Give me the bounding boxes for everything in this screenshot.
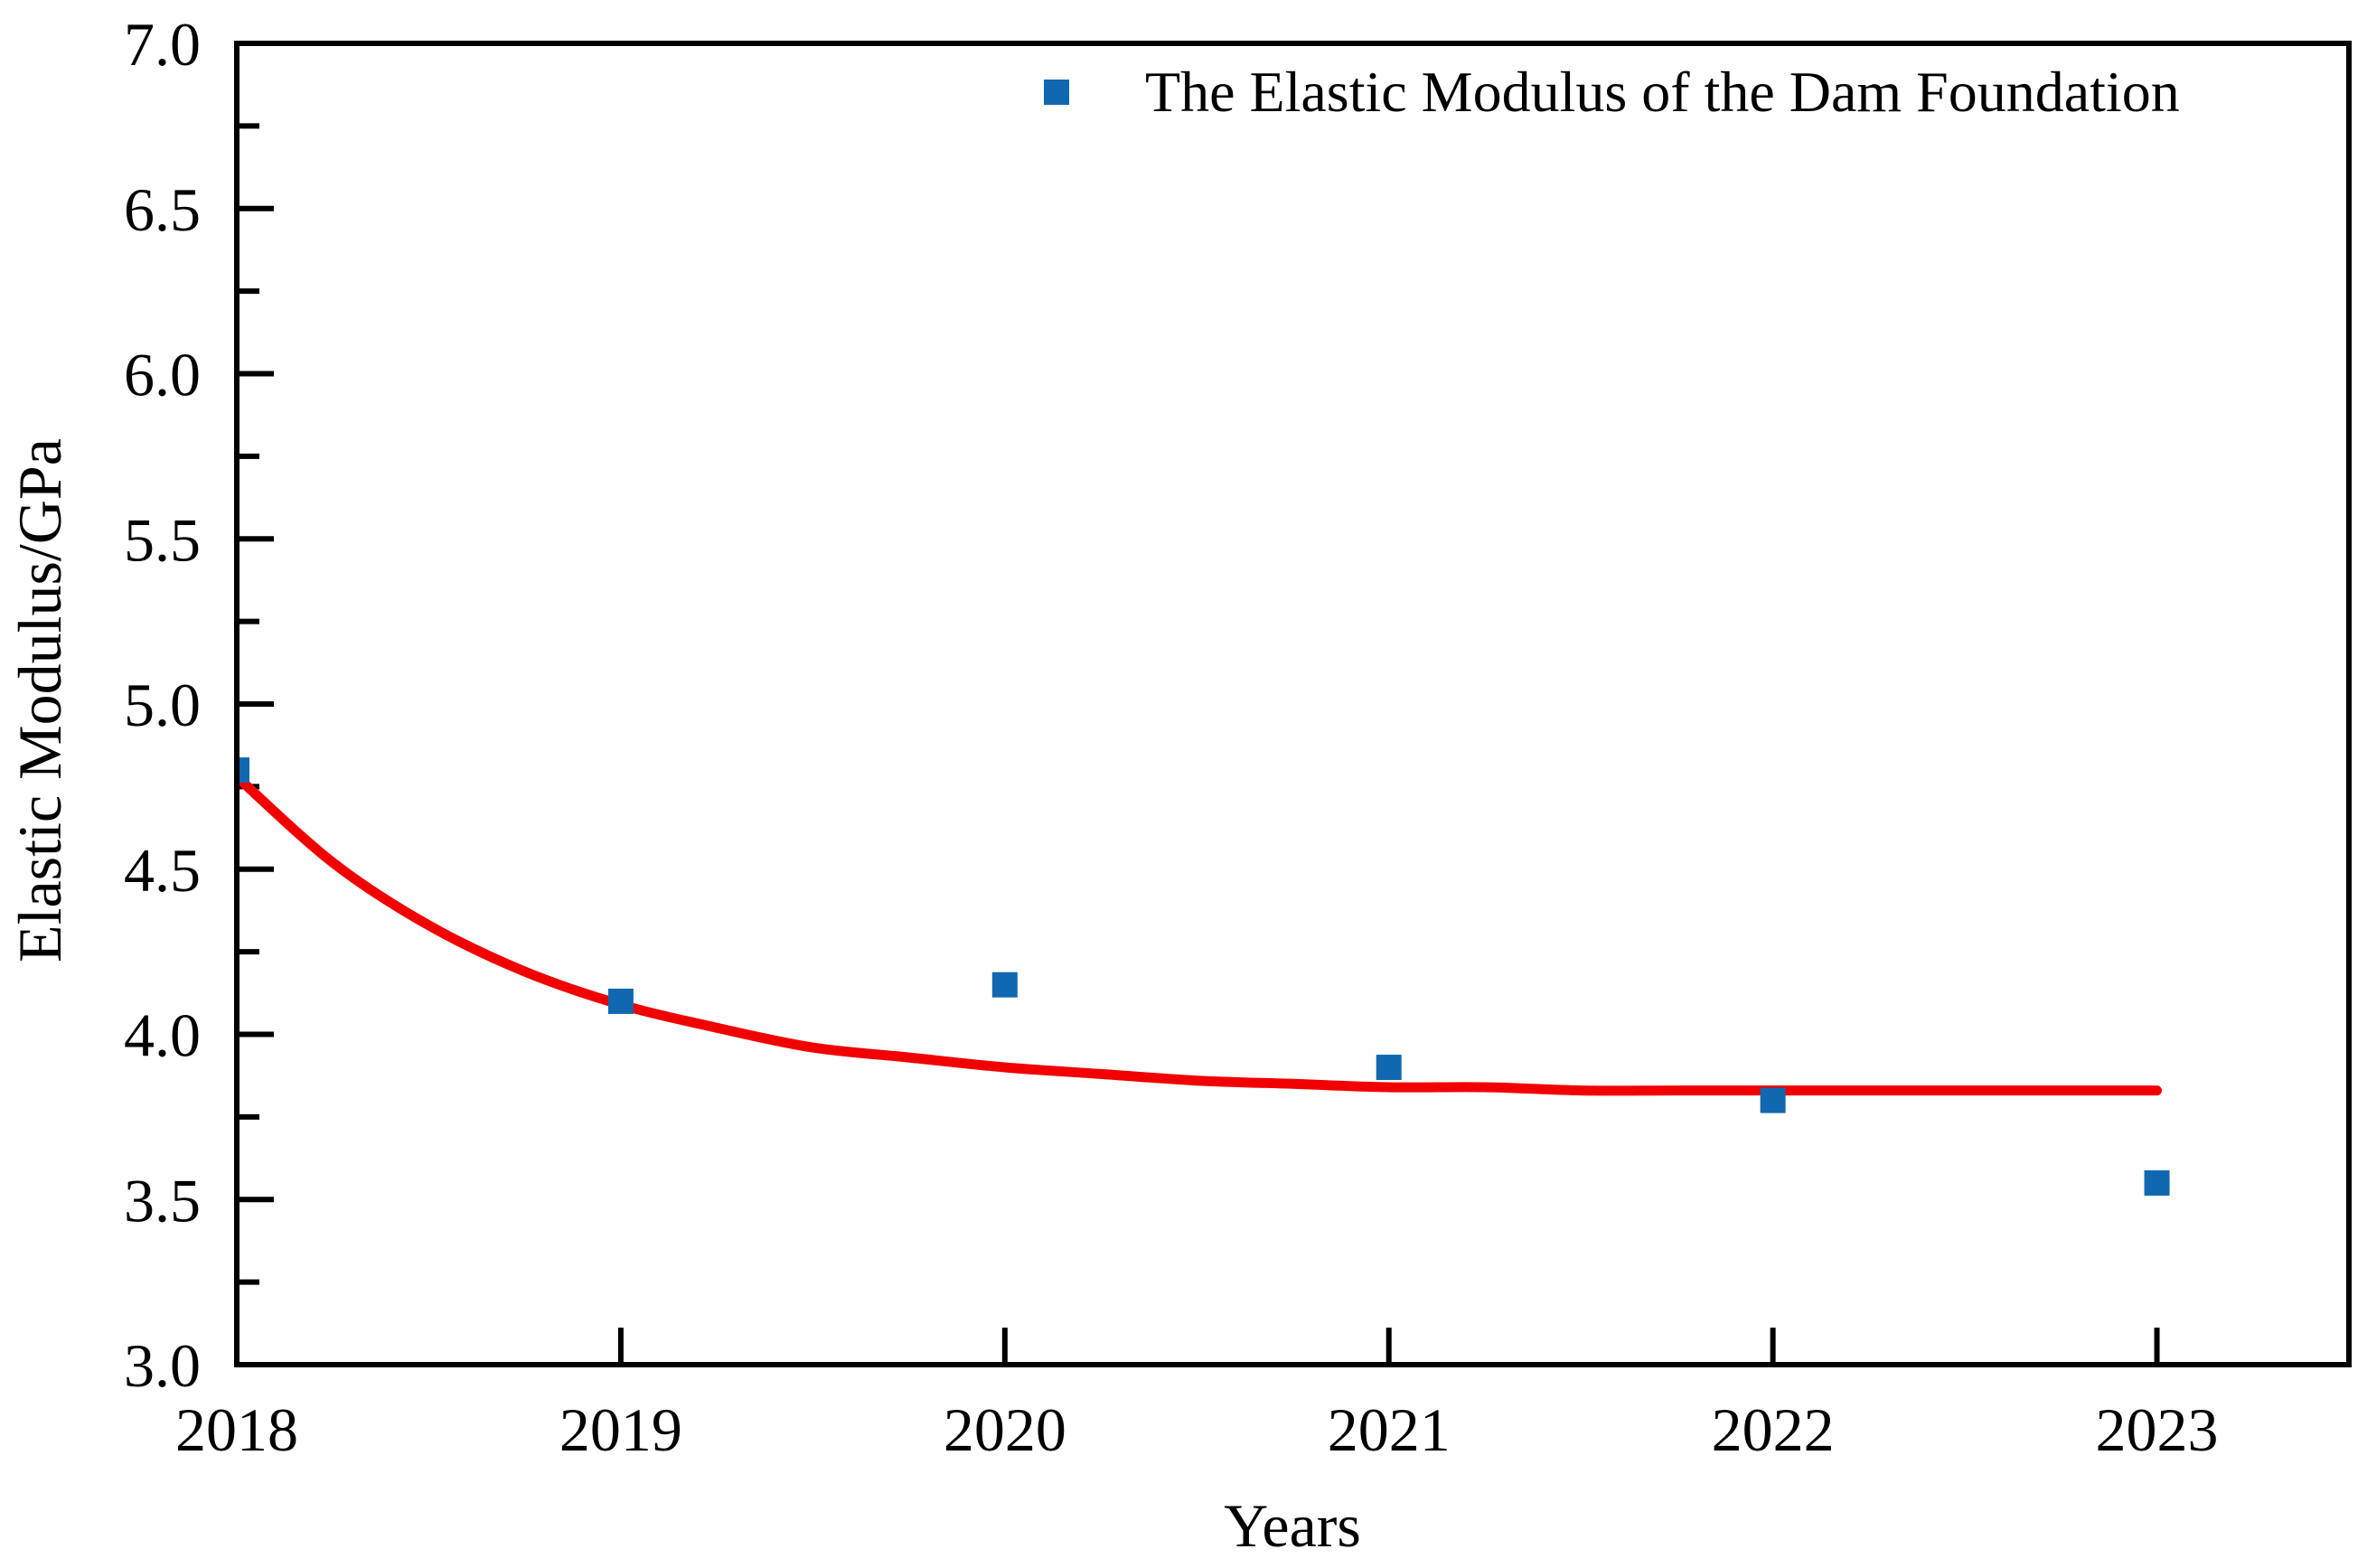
x-tick-label: 2020 [944, 1395, 1066, 1464]
y-tick-label: 6.0 [124, 341, 201, 409]
y-tick-label: 4.5 [124, 836, 201, 905]
y-tick-label: 4.0 [124, 1001, 201, 1070]
y-tick-label: 5.0 [124, 671, 201, 739]
x-tick-label: 2023 [2096, 1395, 2219, 1464]
x-tick-label: 2019 [559, 1395, 682, 1464]
scatter-point [1376, 1055, 1402, 1081]
scatter-point [607, 988, 634, 1014]
x-tick-label: 2021 [1328, 1395, 1451, 1464]
x-tick-label: 2022 [1712, 1395, 1835, 1464]
scatter-point [2144, 1169, 2170, 1196]
scatter-point [991, 972, 1018, 998]
y-axis-title: Elastic Modulus/GPa [5, 438, 74, 962]
y-tick-label: 6.5 [124, 175, 201, 244]
y-tick-label: 3.0 [124, 1331, 201, 1400]
x-tick-label: 2018 [175, 1395, 298, 1464]
scatter-point [240, 757, 249, 784]
fit-curve [240, 772, 2162, 1096]
y-tick-label: 5.5 [124, 505, 201, 574]
legend-label: The Elastic Modulus of the Dam Foundatio… [1145, 60, 2180, 124]
scatter-point [1760, 1087, 1786, 1113]
plot-border [234, 41, 2352, 1367]
x-axis-title: Years [1224, 1491, 1361, 1560]
legend-marker-square [1044, 80, 1069, 105]
y-tick-label: 7.0 [124, 10, 201, 79]
y-tick-label: 3.5 [124, 1166, 201, 1235]
